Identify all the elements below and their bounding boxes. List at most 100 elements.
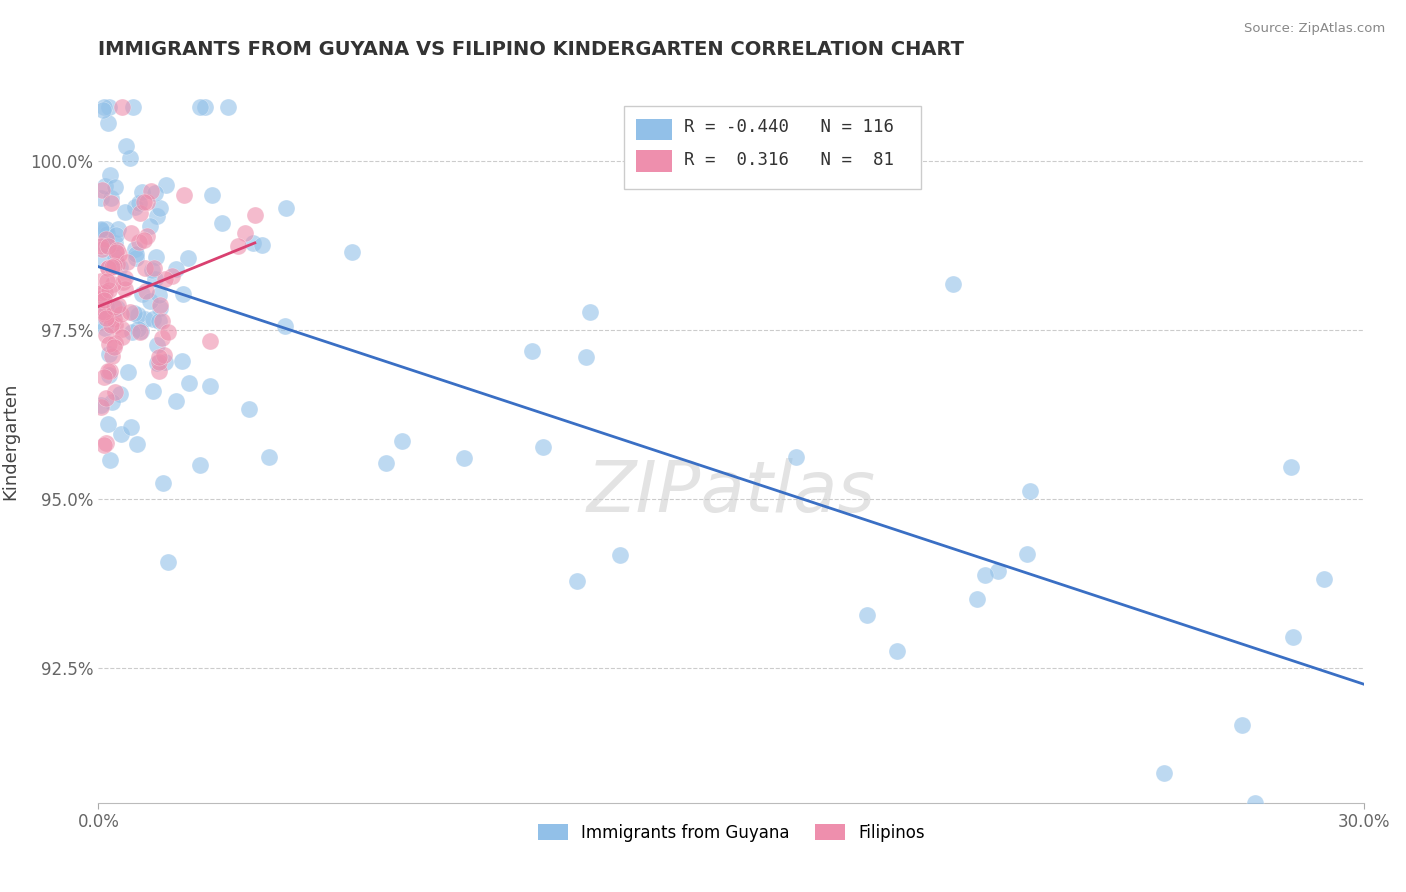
Point [125, 247, 148, 261]
Point [135, 195, 157, 210]
Point [105, 301, 128, 315]
Text: ZIPatlas: ZIPatlas [586, 458, 876, 526]
Point [128, 235, 150, 249]
Point [110, 427, 132, 442]
Point [114, 282, 136, 296]
Text: Source: ZipAtlas.com: Source: ZipAtlas.com [1244, 22, 1385, 36]
Point [105, 227, 128, 242]
Point [217, 100, 239, 114]
Point [855, 607, 877, 622]
Text: IMMIGRANTS FROM GUYANA VS FILIPINO KINDERGARTEN CORRELATION CHART: IMMIGRANTS FROM GUYANA VS FILIPINO KINDE… [98, 40, 965, 59]
Point [103, 312, 125, 326]
Point [153, 355, 176, 369]
Point [141, 384, 163, 398]
Point [97, 260, 120, 275]
Point [531, 440, 554, 454]
Point [112, 275, 135, 289]
Point [101, 394, 124, 409]
Point [104, 179, 127, 194]
Point [97, 336, 120, 351]
Point [148, 288, 170, 302]
Point [148, 354, 170, 368]
Point [146, 356, 169, 370]
Point [238, 402, 260, 417]
Point [114, 270, 136, 285]
Point [104, 244, 127, 259]
Point [96, 309, 118, 323]
Point [98, 452, 121, 467]
Point [148, 364, 170, 378]
Text: R = -0.440   N = 116: R = -0.440 N = 116 [685, 119, 894, 136]
Point [120, 226, 142, 240]
Point [609, 548, 631, 562]
Point [201, 187, 224, 202]
Point [90, 221, 112, 235]
Point [111, 100, 134, 114]
Point [104, 236, 127, 251]
Point [579, 305, 602, 319]
Point [91, 242, 114, 256]
Point [274, 201, 297, 215]
Point [149, 301, 172, 315]
Point [122, 100, 145, 114]
Point [453, 450, 475, 465]
Point [90, 398, 112, 412]
Point [101, 260, 124, 275]
Point [136, 229, 159, 244]
Point [200, 334, 222, 349]
FancyBboxPatch shape [623, 105, 921, 189]
Point [118, 151, 141, 165]
Point [145, 250, 167, 264]
Point [100, 195, 122, 210]
Point [101, 277, 124, 291]
Legend: Immigrants from Guyana, Filipinos: Immigrants from Guyana, Filipinos [531, 817, 931, 848]
Point [127, 308, 149, 322]
Point [97, 100, 120, 114]
Point [134, 261, 156, 276]
Point [143, 272, 166, 286]
Point [122, 306, 145, 320]
Point [91, 252, 114, 267]
Point [157, 555, 180, 569]
Point [90, 239, 112, 253]
Point [150, 331, 173, 345]
Point [96, 391, 118, 405]
Point [94, 300, 117, 314]
Point [200, 379, 222, 393]
Point [172, 287, 194, 301]
Point [243, 208, 266, 222]
Point [157, 325, 180, 339]
Point [98, 283, 121, 297]
Point [942, 277, 965, 291]
Point [121, 325, 143, 339]
Point [97, 239, 120, 253]
Point [94, 285, 117, 300]
Point [173, 187, 195, 202]
Point [143, 186, 166, 201]
Point [111, 329, 134, 343]
Point [148, 314, 170, 328]
Point [257, 450, 280, 465]
Point [115, 254, 138, 268]
Point [226, 239, 249, 253]
FancyBboxPatch shape [636, 119, 672, 140]
Point [152, 348, 174, 362]
Point [132, 233, 155, 247]
Point [1313, 572, 1336, 586]
Point [142, 261, 165, 276]
Point [250, 238, 273, 252]
Point [93, 100, 115, 114]
Point [97, 261, 120, 276]
Point [129, 325, 152, 339]
Point [149, 202, 172, 216]
Point [128, 206, 150, 220]
Point [93, 103, 115, 117]
Point [139, 219, 162, 233]
Point [146, 210, 169, 224]
Point [93, 290, 115, 304]
Point [104, 250, 127, 264]
Point [108, 260, 131, 274]
Point [90, 286, 112, 301]
Point [188, 458, 211, 472]
Point [128, 195, 150, 210]
